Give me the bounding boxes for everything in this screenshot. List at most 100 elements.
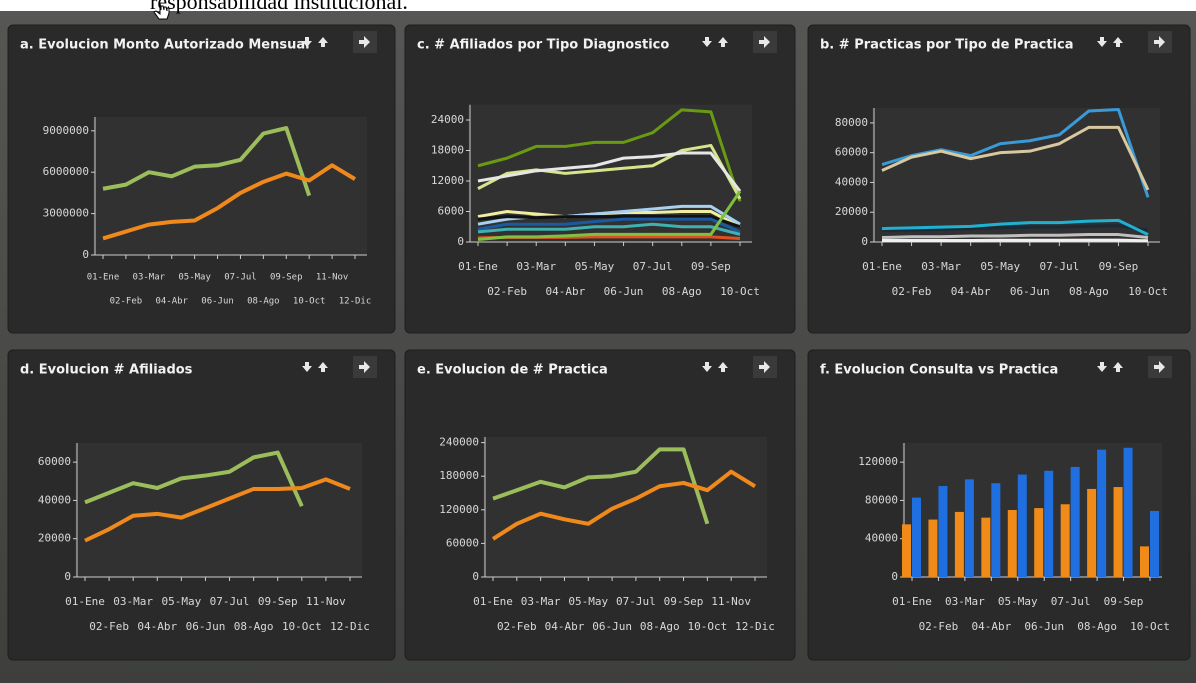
x-tick-label: 02-Feb xyxy=(919,620,959,633)
chart-title: f. Evolucion Consulta vs Practica xyxy=(820,363,1058,378)
x-tick-label: 02-Feb xyxy=(89,620,129,633)
y-tick-label: 0 xyxy=(472,570,479,583)
x-tick-label: 01-Ene xyxy=(458,260,498,273)
y-tick-label: 12000 xyxy=(431,174,464,187)
panel-icon xyxy=(359,361,370,373)
x-tick-label: 10-Oct xyxy=(1130,620,1170,633)
x-tick-label: 04-Abr xyxy=(971,620,1011,633)
x-tick-label: 06-Jun xyxy=(186,620,226,633)
line-series xyxy=(881,125,1150,191)
panel-icon xyxy=(718,37,728,47)
x-tick-label: 03-Mar xyxy=(113,595,153,608)
y-tick-label: 0 xyxy=(64,570,71,583)
line-series xyxy=(102,126,312,197)
x-tick-label: 07-Jul xyxy=(1051,595,1091,608)
x-tick-label: 04-Abr xyxy=(545,620,585,633)
y-tick-label: 0 xyxy=(82,248,89,261)
y-tick-label: 120000 xyxy=(439,503,479,516)
x-tick-label: 09-Sep xyxy=(1099,260,1139,273)
line-series xyxy=(491,469,757,541)
line-series xyxy=(492,447,710,525)
line-series xyxy=(477,151,742,193)
y-tick-label: 60000 xyxy=(835,146,868,159)
x-tick-label: 06-Jun xyxy=(592,620,632,633)
panel-icon xyxy=(759,361,770,373)
bar xyxy=(1034,508,1044,577)
x-tick-label: 10-Oct xyxy=(293,297,326,307)
x-tick-label: 02-Feb xyxy=(110,297,143,307)
plot-background xyxy=(75,443,362,577)
bar xyxy=(912,497,921,577)
x-tick-label: 04-Abr xyxy=(545,285,585,298)
bar xyxy=(1060,504,1070,577)
x-tick-label: 04-Abr xyxy=(137,620,177,633)
panel-icon xyxy=(759,36,770,48)
y-tick-label: 18000 xyxy=(431,144,464,157)
bar xyxy=(1140,546,1149,577)
panel-icon xyxy=(1113,37,1123,47)
line-series xyxy=(477,108,742,202)
x-tick-label: 08-Ago xyxy=(640,620,680,633)
panel-icon xyxy=(359,36,370,48)
line-series xyxy=(84,477,351,543)
bar xyxy=(1113,487,1123,577)
x-tick-label: 07-Jul xyxy=(633,260,673,273)
y-tick-label: 20000 xyxy=(835,205,868,218)
line-series xyxy=(102,163,357,241)
panel-icon xyxy=(302,362,312,372)
x-tick-label: 01-Ene xyxy=(65,595,105,608)
x-tick-label: 12-Dic xyxy=(339,297,372,307)
x-tick-label: 02-Feb xyxy=(892,285,932,298)
x-tick-label: 10-Oct xyxy=(282,620,322,633)
y-tick-label: 120000 xyxy=(858,455,898,468)
line-series xyxy=(477,217,741,234)
x-tick-label: 05-May xyxy=(575,260,615,273)
x-tick-label: 08-Ago xyxy=(1077,620,1117,633)
y-tick-label: 3000000 xyxy=(43,207,89,220)
chart-title: d. Evolucion # Afiliados xyxy=(20,363,193,378)
panel-icon xyxy=(718,362,728,372)
x-tick-label: 05-May xyxy=(568,595,608,608)
bar xyxy=(1150,510,1159,577)
panel-icon xyxy=(318,362,328,372)
y-tick-label: 0 xyxy=(457,235,464,248)
y-tick-label: 180000 xyxy=(439,469,479,482)
y-tick-label: 80000 xyxy=(865,493,898,506)
x-tick-label: 01-Ene xyxy=(862,260,902,273)
panel-icon xyxy=(1113,362,1123,372)
bar xyxy=(1007,510,1017,577)
x-tick-label: 11-Nov xyxy=(316,273,349,283)
x-tick-label: 08-Ago xyxy=(662,285,702,298)
line-series xyxy=(477,222,741,236)
chart-title: a. Evolucion Monto Autorizado Mensual xyxy=(20,38,310,53)
panel-icon xyxy=(702,362,712,372)
line-series xyxy=(477,215,741,229)
y-tick-label: 80000 xyxy=(835,116,868,129)
x-tick-label: 01-Ene xyxy=(473,595,513,608)
bar xyxy=(1097,449,1107,577)
bar xyxy=(902,524,911,577)
bar xyxy=(964,479,974,577)
plot-background xyxy=(93,117,367,255)
line-series xyxy=(882,238,1149,243)
y-tick-label: 60000 xyxy=(38,455,71,468)
line-series xyxy=(477,190,742,241)
x-tick-label: 09-Sep xyxy=(1104,595,1144,608)
x-tick-label: 02-Feb xyxy=(487,285,527,298)
y-tick-label: 6000 xyxy=(438,205,465,218)
x-tick-label: 05-May xyxy=(980,260,1020,273)
x-tick-label: 07-Jul xyxy=(1039,260,1079,273)
x-tick-label: 07-Jul xyxy=(224,273,257,283)
x-tick-label: 05-May xyxy=(178,273,211,283)
bar xyxy=(1123,447,1133,577)
x-tick-label: 06-Jun xyxy=(1024,620,1064,633)
x-tick-label: 03-Mar xyxy=(133,273,166,283)
x-tick-label: 04-Abr xyxy=(951,285,991,298)
bar xyxy=(981,517,991,577)
x-tick-label: 06-Jun xyxy=(1010,285,1050,298)
x-tick-label: 10-Oct xyxy=(1128,285,1168,298)
bar xyxy=(1087,488,1097,577)
x-tick-label: 09-Sep xyxy=(270,273,303,283)
panel-icon xyxy=(1097,362,1107,372)
